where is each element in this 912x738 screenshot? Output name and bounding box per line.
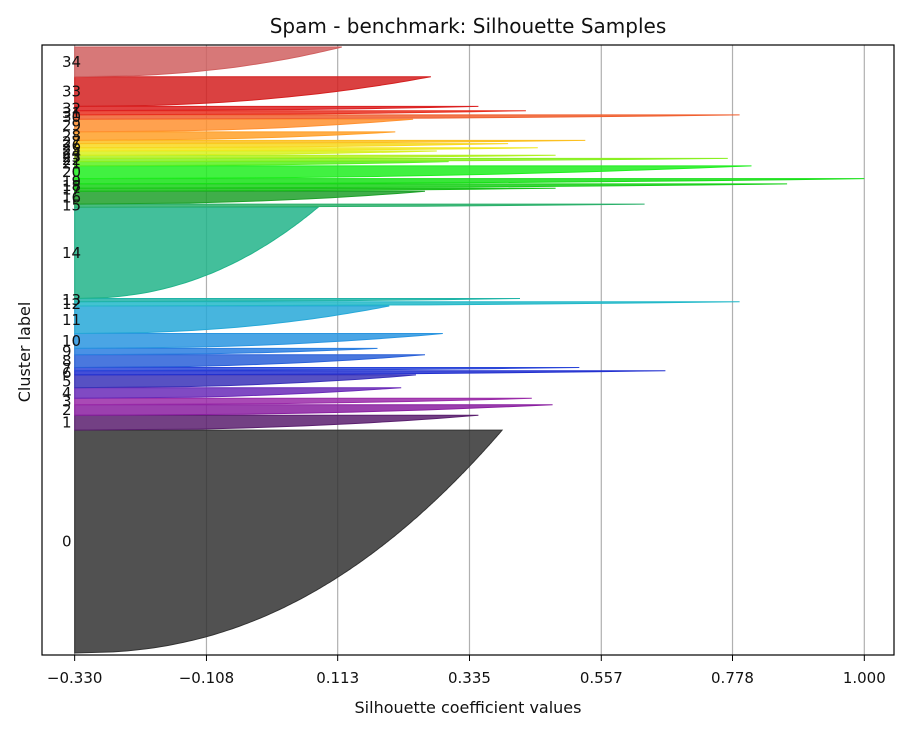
cluster-23-silhouette bbox=[74, 154, 556, 159]
cluster-label-34: 34 bbox=[62, 53, 81, 71]
cluster-label-16: 16 bbox=[62, 189, 81, 207]
cluster-label-4: 4 bbox=[62, 384, 72, 402]
cluster-5-silhouette bbox=[74, 374, 417, 389]
x-axis-ticks: −0.330 −0.108 0.113 0.335 0.557 0.778 1.000 bbox=[47, 655, 886, 687]
cluster-label-13: 13 bbox=[62, 291, 81, 309]
cluster-16-silhouette bbox=[74, 190, 426, 205]
cluster-31-silhouette bbox=[74, 110, 526, 116]
plot-frame bbox=[41, 44, 895, 656]
cluster-22-silhouette bbox=[74, 157, 728, 163]
cluster-19-silhouette bbox=[74, 178, 865, 185]
cluster-label-26: 26 bbox=[62, 137, 81, 155]
cluster-14-silhouette bbox=[74, 206, 320, 300]
cluster-21-silhouette bbox=[74, 161, 449, 167]
cluster-34-silhouette bbox=[74, 46, 342, 78]
cluster-label-25: 25 bbox=[62, 140, 81, 158]
cluster-label-28: 28 bbox=[62, 127, 81, 145]
cluster-20-silhouette bbox=[74, 165, 752, 180]
cluster-12-silhouette bbox=[74, 301, 740, 307]
chart-title: Spam - benchmark: Silhouette Samples bbox=[270, 14, 667, 38]
cluster-labels: 0123456789101112131415161718192021222324… bbox=[62, 53, 81, 551]
cluster-label-0: 0 bbox=[62, 533, 72, 551]
cluster-label-3: 3 bbox=[62, 393, 72, 411]
cluster-30-silhouette bbox=[74, 114, 740, 120]
cluster-32-silhouette bbox=[74, 105, 479, 112]
cluster-label-14: 14 bbox=[62, 244, 81, 262]
x-tick-label: 0.113 bbox=[316, 669, 359, 687]
cluster-2-silhouette bbox=[74, 404, 553, 416]
cluster-label-32: 32 bbox=[62, 100, 81, 118]
cluster-6-silhouette bbox=[74, 370, 666, 376]
cluster-4-silhouette bbox=[74, 387, 402, 399]
cluster-11-silhouette bbox=[74, 305, 390, 335]
cluster-label-23: 23 bbox=[62, 148, 81, 166]
cluster-label-5: 5 bbox=[62, 372, 72, 390]
cluster-10-silhouette bbox=[74, 333, 443, 349]
cluster-9-silhouette bbox=[74, 347, 378, 356]
cluster-label-7: 7 bbox=[62, 360, 72, 378]
cluster-29-silhouette bbox=[74, 118, 414, 133]
cluster-label-12: 12 bbox=[62, 295, 81, 313]
cluster-label-21: 21 bbox=[62, 155, 81, 173]
x-axis-label: Silhouette coefficient values bbox=[355, 698, 582, 717]
cluster-label-31: 31 bbox=[62, 104, 81, 122]
cluster-label-10: 10 bbox=[62, 332, 81, 350]
cluster-label-29: 29 bbox=[62, 117, 81, 135]
silhouette-clusters bbox=[74, 46, 865, 654]
cluster-1-silhouette bbox=[74, 414, 479, 431]
cluster-label-2: 2 bbox=[62, 401, 72, 419]
cluster-label-33: 33 bbox=[62, 83, 81, 101]
cluster-label-24: 24 bbox=[62, 144, 81, 162]
cluster-label-30: 30 bbox=[62, 108, 81, 126]
cluster-label-18: 18 bbox=[62, 177, 81, 195]
cluster-33-silhouette bbox=[74, 76, 431, 107]
cluster-label-11: 11 bbox=[62, 311, 81, 329]
cluster-label-17: 17 bbox=[62, 181, 81, 199]
cluster-label-27: 27 bbox=[62, 133, 81, 151]
x-tick-label: 1.000 bbox=[843, 669, 886, 687]
cluster-3-silhouette bbox=[74, 397, 532, 406]
cluster-7-silhouette bbox=[74, 367, 580, 372]
cluster-label-15: 15 bbox=[62, 197, 81, 215]
x-tick-label: 0.557 bbox=[580, 669, 623, 687]
cluster-label-1: 1 bbox=[62, 414, 72, 432]
cluster-26-silhouette bbox=[74, 143, 509, 149]
cluster-18-silhouette bbox=[74, 183, 788, 189]
cluster-label-8: 8 bbox=[62, 352, 72, 370]
x-tick-label: 0.335 bbox=[448, 669, 491, 687]
cluster-13-silhouette bbox=[74, 298, 521, 303]
cluster-28-silhouette bbox=[74, 131, 396, 141]
cluster-25-silhouette bbox=[74, 147, 538, 152]
cluster-24-silhouette bbox=[74, 150, 437, 156]
cluster-label-9: 9 bbox=[62, 343, 72, 361]
cluster-label-20: 20 bbox=[62, 163, 81, 181]
y-axis-label: Cluster label bbox=[15, 302, 34, 403]
cluster-0-silhouette bbox=[74, 429, 504, 654]
x-tick-label: −0.108 bbox=[179, 669, 235, 687]
x-tick-label: −0.330 bbox=[47, 669, 103, 687]
cluster-17-silhouette bbox=[74, 187, 556, 192]
cluster-label-22: 22 bbox=[62, 151, 81, 169]
cluster-15-silhouette bbox=[74, 203, 645, 208]
cluster-label-19: 19 bbox=[62, 172, 81, 190]
cluster-8-silhouette bbox=[74, 354, 426, 369]
cluster-27-silhouette bbox=[74, 139, 586, 145]
x-tick-label: 0.778 bbox=[711, 669, 754, 687]
cluster-label-6: 6 bbox=[62, 364, 72, 382]
